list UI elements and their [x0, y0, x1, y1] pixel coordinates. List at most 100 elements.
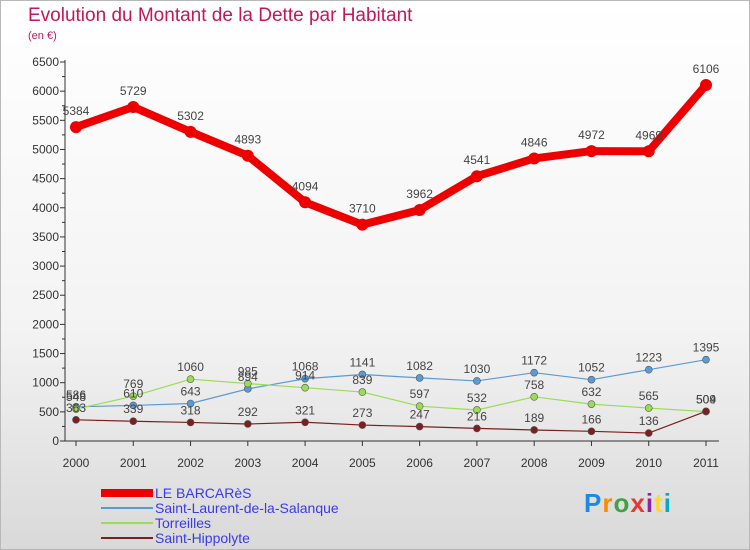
- data-label: 363: [66, 401, 86, 415]
- data-label: 6106: [693, 62, 720, 76]
- y-tick-label: 5000: [32, 142, 59, 156]
- y-tick-label: 6500: [32, 55, 59, 69]
- data-label: 318: [181, 403, 201, 417]
- data-point: [702, 355, 710, 364]
- x-tick-label: 2005: [349, 456, 376, 470]
- series-line: [72, 80, 710, 229]
- data-label: 4846: [521, 135, 548, 149]
- data-label: 1030: [464, 362, 491, 376]
- data-point: [358, 421, 367, 429]
- y-tick-label: 4000: [32, 201, 59, 215]
- y-tick-label: 4500: [32, 172, 59, 186]
- data-point: [358, 370, 367, 379]
- legend-label: Saint-Laurent-de-la-Salanque: [155, 500, 339, 516]
- data-label: 509: [696, 392, 716, 406]
- legend-label: LE BARCARèS: [155, 485, 252, 501]
- data-point: [415, 402, 424, 410]
- data-point: [129, 392, 138, 400]
- data-label: 1052: [578, 361, 605, 375]
- data-label: 894: [238, 370, 258, 384]
- data-point: [301, 383, 309, 392]
- x-tick-label: 2007: [464, 456, 491, 470]
- data-label: 4541: [464, 153, 491, 167]
- series-line: [75, 359, 707, 408]
- data-point: [702, 407, 710, 416]
- data-label: 1060: [177, 360, 204, 374]
- data-label: 1082: [406, 359, 433, 373]
- data-point: [72, 405, 80, 413]
- data-label: 5729: [120, 84, 147, 98]
- data-label: 1172: [521, 354, 547, 368]
- legend-swatch: [101, 489, 153, 497]
- data-point: [129, 417, 138, 426]
- data-label: 1068: [292, 360, 319, 374]
- data-label: 273: [352, 406, 372, 420]
- x-tick-label: 2008: [521, 456, 548, 470]
- chart-title: Evolution du Montant de la Dette par Hab…: [28, 5, 413, 26]
- data-label: 3710: [349, 202, 376, 216]
- data-point: [473, 424, 481, 433]
- y-tick-label: 1500: [32, 347, 59, 361]
- legend-label: Saint-Hippolyte: [155, 530, 250, 546]
- data-point: [127, 100, 140, 113]
- y-tick-label: 3000: [32, 259, 59, 273]
- data-point: [587, 400, 596, 408]
- data-point: [184, 125, 197, 138]
- logo-letter: t: [654, 488, 664, 518]
- x-tick-label: 2011: [693, 456, 719, 470]
- data-point: [415, 374, 424, 382]
- data-point: [358, 388, 367, 396]
- y-tick-label: 0: [52, 434, 59, 448]
- y-tick-label: 1000: [32, 376, 59, 390]
- data-point: [473, 377, 481, 385]
- data-label: 166: [581, 412, 601, 426]
- series-line: [75, 378, 707, 413]
- data-point: [299, 196, 312, 209]
- data-label: 565: [639, 389, 659, 403]
- x-tick-label: 2010: [635, 456, 662, 470]
- data-label: 247: [410, 408, 430, 422]
- data-point: [241, 149, 254, 162]
- data-label: 4969: [635, 128, 662, 142]
- data-point: [587, 375, 596, 384]
- data-point: [244, 379, 252, 388]
- data-point: [186, 399, 195, 408]
- data-point: [644, 429, 653, 437]
- y-tick-label: 3500: [32, 230, 59, 244]
- data-point: [644, 404, 653, 412]
- data-point: [72, 416, 80, 424]
- y-tick-label: 2000: [32, 317, 59, 331]
- data-label: 136: [639, 414, 659, 428]
- data-label: 1141: [349, 355, 375, 369]
- data-label: 189: [524, 411, 544, 425]
- x-tick-label: 2001: [120, 456, 147, 470]
- logo-letter: P: [584, 488, 603, 518]
- x-tick-label: 2004: [292, 456, 319, 470]
- data-point: [530, 426, 538, 434]
- data-point: [470, 170, 483, 183]
- data-label: 914: [295, 369, 315, 383]
- data-label: 4893: [234, 133, 261, 147]
- data-label: 5384: [63, 104, 90, 118]
- legend-swatch: [101, 537, 153, 539]
- data-point: [530, 393, 538, 401]
- x-tick-label: 2009: [578, 456, 605, 470]
- data-point: [642, 145, 655, 158]
- data-label: 3962: [406, 187, 433, 201]
- data-point: [585, 145, 598, 158]
- data-label: 985: [238, 365, 258, 379]
- data-label: 339: [123, 402, 143, 416]
- data-point: [413, 203, 426, 216]
- data-label: 610: [123, 386, 143, 400]
- data-point: [587, 427, 596, 436]
- legend-label: Torreilles: [155, 515, 212, 531]
- data-point: [186, 375, 195, 383]
- y-tick-label: 5500: [32, 113, 59, 127]
- logo-letter: x: [630, 488, 646, 518]
- chart-subtitle: (en €): [28, 30, 57, 42]
- data-label: 4094: [292, 179, 319, 193]
- series-line: [75, 410, 707, 434]
- data-label: 839: [352, 373, 372, 387]
- data-label: 321: [295, 403, 315, 417]
- data-label: 504: [696, 393, 716, 407]
